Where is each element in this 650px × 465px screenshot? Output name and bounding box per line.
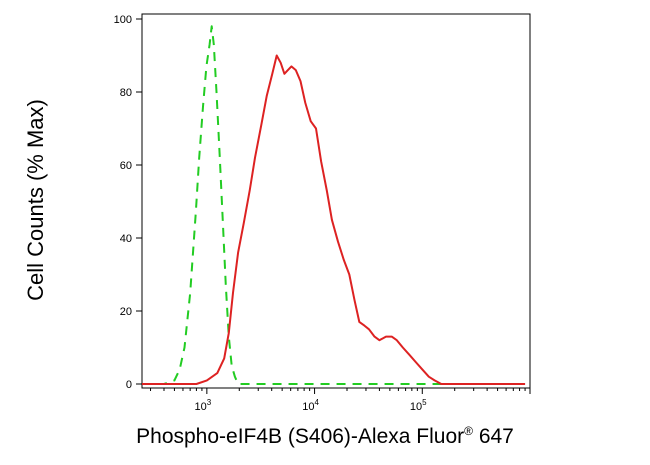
- y-tick-label: 60: [120, 160, 132, 172]
- x-axis-label-main: Phospho-eIF4B (S406)-Alexa Fluor: [136, 425, 465, 448]
- series-control-line: [142, 25, 526, 385]
- y-tick-label: 100: [114, 14, 132, 26]
- y-axis-label-container: Cell Counts (% Max): [8, 0, 64, 400]
- x-tick-label: 105: [410, 398, 427, 413]
- x-tick-label: 104: [302, 398, 319, 413]
- x-axis-label: Phospho-eIF4B (S406)-Alexa Fluor® 647: [0, 424, 650, 449]
- y-axis-ticks: 0 20 40 60 80 100: [114, 14, 142, 391]
- y-tick-label: 40: [120, 233, 132, 245]
- y-tick-label: 80: [120, 87, 132, 99]
- series-layer: [142, 25, 526, 385]
- x-tick-label: 103: [195, 398, 212, 413]
- y-tick-label: 0: [126, 379, 132, 391]
- plot-border: [141, 13, 531, 389]
- y-tick-label: 20: [120, 306, 132, 318]
- x-axis-label-tail: 647: [472, 425, 514, 448]
- x-axis-ticks: 103 104 105: [150, 388, 531, 413]
- plot-frame: [141, 13, 531, 389]
- x-axis-label-sup: ®: [464, 424, 473, 438]
- y-axis-label: Cell Counts (% Max): [23, 99, 48, 301]
- series-sample-line: [142, 54, 526, 385]
